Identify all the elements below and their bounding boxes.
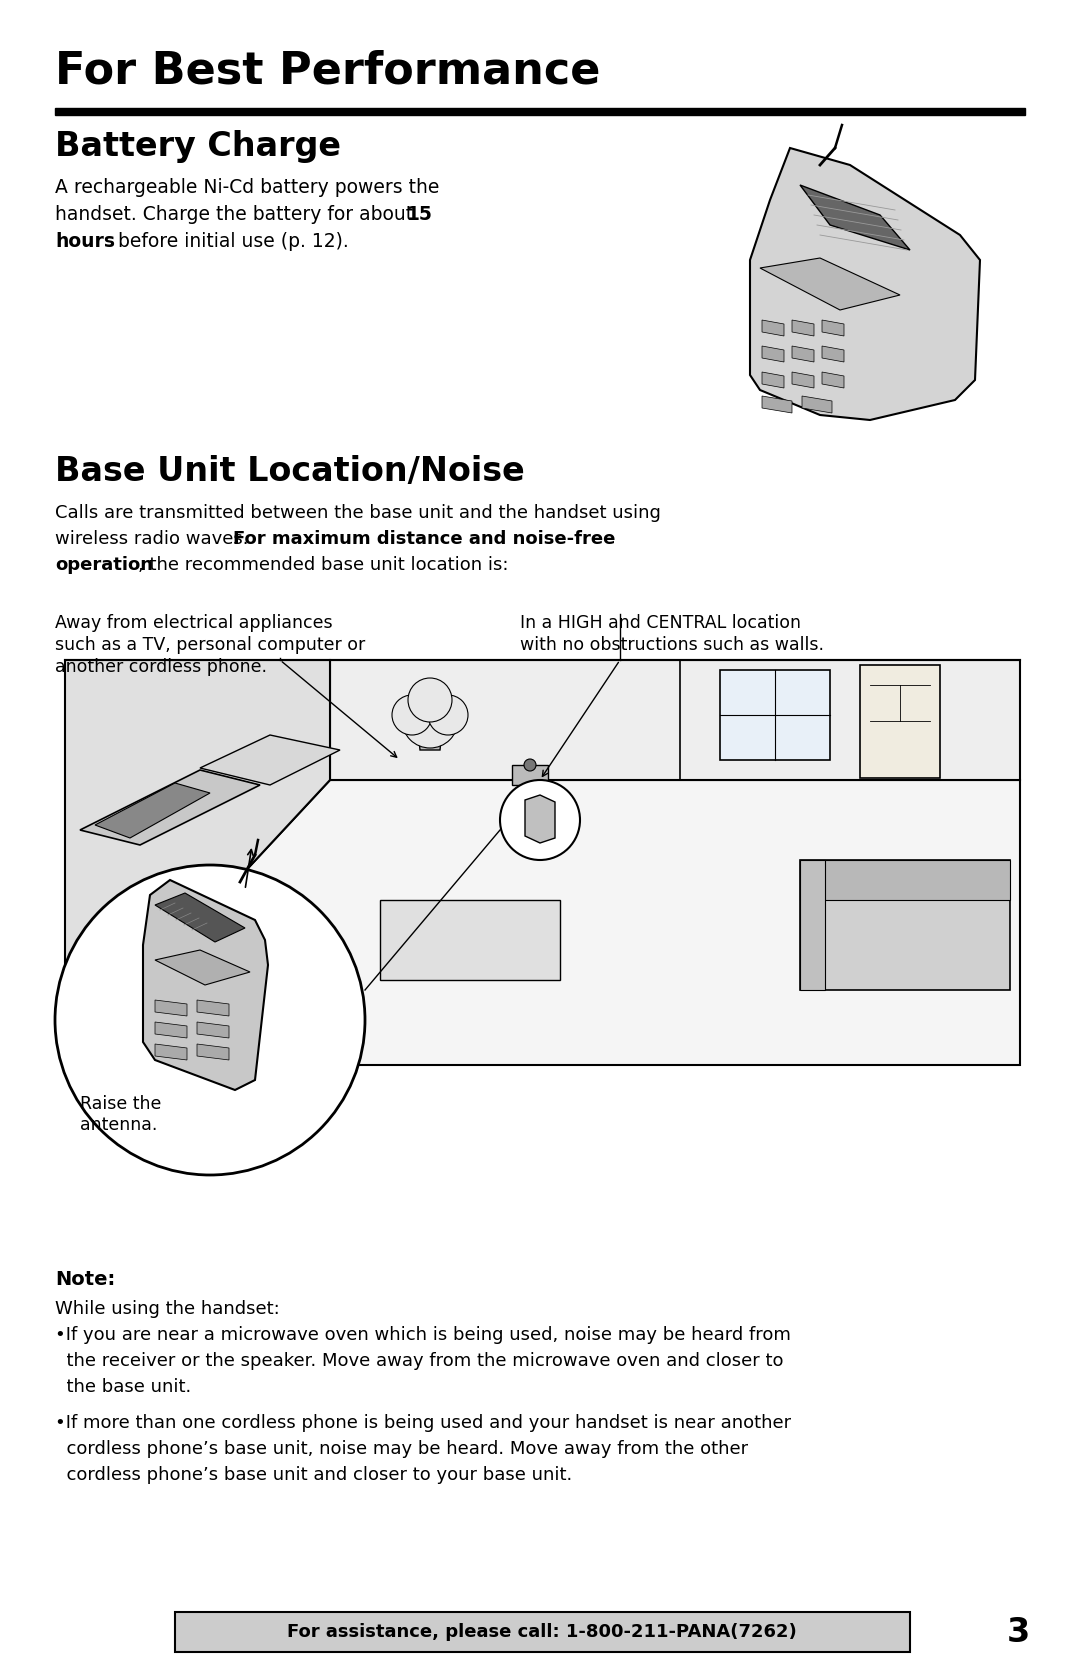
Polygon shape [800, 860, 1010, 900]
Polygon shape [143, 880, 268, 1090]
Text: In a HIGH and CENTRAL location: In a HIGH and CENTRAL location [519, 614, 801, 633]
Circle shape [524, 759, 536, 771]
Text: For maximum distance and noise-free: For maximum distance and noise-free [233, 531, 616, 547]
Circle shape [402, 693, 458, 748]
Circle shape [392, 694, 432, 734]
Bar [860, 664, 940, 778]
Text: cordless phone’s base unit and closer to your base unit.: cordless phone’s base unit and closer to… [55, 1465, 572, 1484]
Polygon shape [762, 396, 792, 412]
Polygon shape [792, 372, 814, 387]
Text: For assistance, please call: 1-800-211-PANA(7262): For assistance, please call: 1-800-211-P… [287, 1622, 797, 1641]
Text: •If more than one cordless phone is being used and your handset is near another: •If more than one cordless phone is bein… [55, 1414, 792, 1432]
Bar [720, 669, 831, 759]
Text: wireless radio waves.: wireless radio waves. [55, 531, 254, 547]
Polygon shape [800, 860, 1010, 990]
Text: operation: operation [55, 556, 153, 574]
Text: While using the handset:: While using the handset: [55, 1300, 280, 1319]
Polygon shape [156, 1021, 187, 1038]
Polygon shape [330, 659, 1020, 779]
Circle shape [408, 678, 453, 723]
Polygon shape [822, 320, 843, 335]
Text: handset. Charge the battery for about: handset. Charge the battery for about [55, 205, 419, 224]
Text: •If you are near a microwave oven which is being used, noise may be heard from: •If you are near a microwave oven which … [55, 1325, 791, 1344]
Polygon shape [95, 783, 210, 838]
Text: cordless phone’s base unit, noise may be heard. Move away from the other: cordless phone’s base unit, noise may be… [55, 1440, 748, 1459]
Text: Base Unit Location/Noise: Base Unit Location/Noise [55, 456, 525, 487]
Polygon shape [512, 764, 548, 784]
Polygon shape [800, 860, 825, 990]
Polygon shape [800, 185, 910, 250]
Polygon shape [156, 950, 249, 985]
Text: hours: hours [55, 232, 114, 250]
Polygon shape [762, 372, 784, 387]
Text: A rechargeable Ni-Cd battery powers the: A rechargeable Ni-Cd battery powers the [55, 179, 440, 197]
Text: with no obstructions such as walls.: with no obstructions such as walls. [519, 636, 824, 654]
Polygon shape [802, 396, 832, 412]
Circle shape [500, 779, 580, 860]
Text: the base unit.: the base unit. [55, 1379, 191, 1395]
Text: Raise the
antenna.: Raise the antenna. [80, 1095, 161, 1133]
Polygon shape [762, 320, 784, 335]
Polygon shape [380, 900, 561, 980]
Text: 3: 3 [1007, 1616, 1030, 1649]
Circle shape [428, 694, 468, 734]
Polygon shape [822, 372, 843, 387]
Polygon shape [156, 893, 245, 941]
Bar [55, 108, 1025, 115]
Polygon shape [792, 320, 814, 335]
Polygon shape [750, 149, 980, 421]
Text: 15: 15 [407, 205, 433, 224]
Polygon shape [156, 1000, 187, 1016]
Text: Battery Charge: Battery Charge [55, 130, 341, 164]
Polygon shape [65, 779, 1020, 1065]
Polygon shape [197, 1045, 229, 1060]
Text: the receiver or the speaker. Move away from the microwave oven and closer to: the receiver or the speaker. Move away f… [55, 1352, 783, 1370]
Text: another cordless phone.: another cordless phone. [55, 658, 267, 676]
Text: Away from electrical appliances: Away from electrical appliances [55, 614, 333, 633]
Polygon shape [197, 1021, 229, 1038]
Text: For Best Performance: For Best Performance [55, 50, 600, 93]
Text: Calls are transmitted between the base unit and the handset using: Calls are transmitted between the base u… [55, 504, 661, 522]
Polygon shape [156, 1045, 187, 1060]
Polygon shape [65, 659, 330, 1065]
Bar [175, 1612, 910, 1652]
Text: Note:: Note: [55, 1270, 116, 1288]
Polygon shape [760, 259, 900, 310]
Polygon shape [80, 769, 260, 845]
Polygon shape [200, 734, 340, 784]
Polygon shape [792, 345, 814, 362]
Polygon shape [762, 345, 784, 362]
Polygon shape [822, 345, 843, 362]
Polygon shape [418, 729, 442, 749]
Text: before initial use (p. 12).: before initial use (p. 12). [112, 232, 349, 250]
Circle shape [55, 865, 365, 1175]
Polygon shape [525, 794, 555, 843]
Text: , the recommended base unit location is:: , the recommended base unit location is: [138, 556, 509, 574]
Polygon shape [197, 1000, 229, 1016]
Text: such as a TV, personal computer or: such as a TV, personal computer or [55, 636, 365, 654]
